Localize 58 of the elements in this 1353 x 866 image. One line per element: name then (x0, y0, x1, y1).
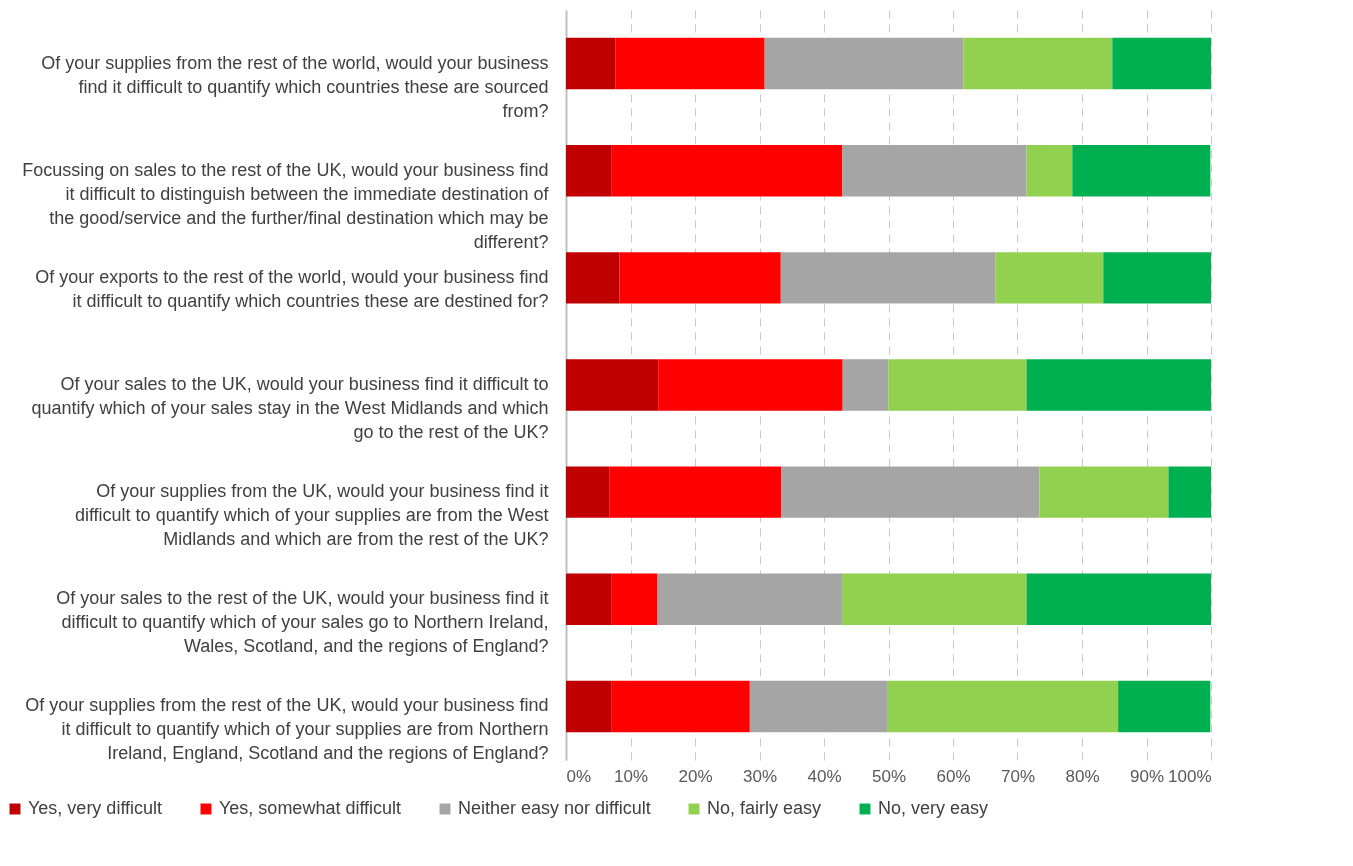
y-tick-label: Focussing on sales to the rest of the UK, would your business find it difficult to distinguish between the immediate destination of the good/service and the further/final destination which may be different? (22, 159, 550, 252)
bar (1026, 145, 1073, 197)
y-tick-label: Of your supplies from the rest of the UK, would your business find it difficult to quantify which of your supplies are from Northern Ireland, England, Scotland and the regions of England? (25, 695, 549, 764)
bar (657, 573, 843, 625)
legend-label: No, fairly easy (707, 798, 822, 818)
bar (1072, 145, 1211, 197)
bar (566, 359, 659, 411)
x-tick-label: 80% (1065, 766, 1100, 786)
bar (611, 680, 750, 733)
bar (566, 145, 612, 197)
bar (611, 145, 843, 197)
x-tick-label: 60% (936, 766, 971, 786)
bar (749, 680, 888, 733)
y-tick-label: Of your supplies from the UK, would your business find it difficult to quantify which of your supplies are from the West Midlands and which are from the rest of the UK? (74, 481, 549, 550)
x-tick-label: 40% (807, 766, 842, 786)
bar (842, 145, 1027, 197)
bar (1039, 466, 1169, 518)
x-tick-label: 50% (871, 766, 907, 786)
x-tick-label: 30% (742, 766, 778, 786)
bar (1168, 466, 1211, 518)
bar (888, 359, 1027, 411)
bar (609, 466, 782, 518)
bar (619, 252, 781, 304)
bar (842, 359, 889, 411)
y-tick-label: Of your sales to the rest of the UK, would your business find it difficult to quantify which of your sales go to Northern Ireland, Wales, Scotland, and the regions of England? (56, 588, 549, 657)
bar (566, 680, 612, 733)
bar (1026, 573, 1211, 625)
bar (566, 37, 616, 90)
bar (995, 252, 1104, 304)
bar (1103, 252, 1211, 304)
bar (566, 573, 612, 625)
y-tick-label: Of your supplies from the rest of the world, would your business find it difficult to quantify which countries these are sourced from? (41, 52, 549, 121)
legend-label: Neither easy nor difficult (458, 798, 651, 818)
x-tick-label: 20% (678, 766, 713, 786)
bar (780, 252, 996, 304)
bar (764, 37, 964, 90)
legend-label: Yes, very difficult (28, 798, 163, 818)
bar (842, 573, 1027, 625)
bar (615, 37, 765, 90)
legend-label: No, very easy (878, 798, 989, 818)
x-tick-label: 10% (613, 766, 649, 786)
y-tick-label: Of your sales to the UK, would your business find it difficult to quantify which of your sales stay in the West Midlands and which go to the rest of the UK? (31, 374, 549, 442)
bar (887, 680, 1119, 733)
y-tick-label: Of your exports to the rest of the world, would your business find it difficult to quantify which countries these are destined for? (35, 266, 549, 311)
bar (566, 466, 610, 518)
bar (566, 252, 620, 304)
x-tick-label: 0% (566, 766, 592, 786)
x-tick-label: 100% (1168, 766, 1212, 786)
x-tick-label: 70% (1000, 766, 1036, 786)
bar (1026, 359, 1211, 411)
bar (658, 359, 843, 411)
legend-label: Yes, somewhat difficult (219, 798, 402, 818)
bar (781, 466, 1040, 518)
x-tick-label: 90% (1129, 766, 1165, 786)
bar (611, 573, 658, 625)
bar (963, 37, 1113, 90)
bar (1112, 37, 1211, 90)
bar (1118, 680, 1211, 733)
